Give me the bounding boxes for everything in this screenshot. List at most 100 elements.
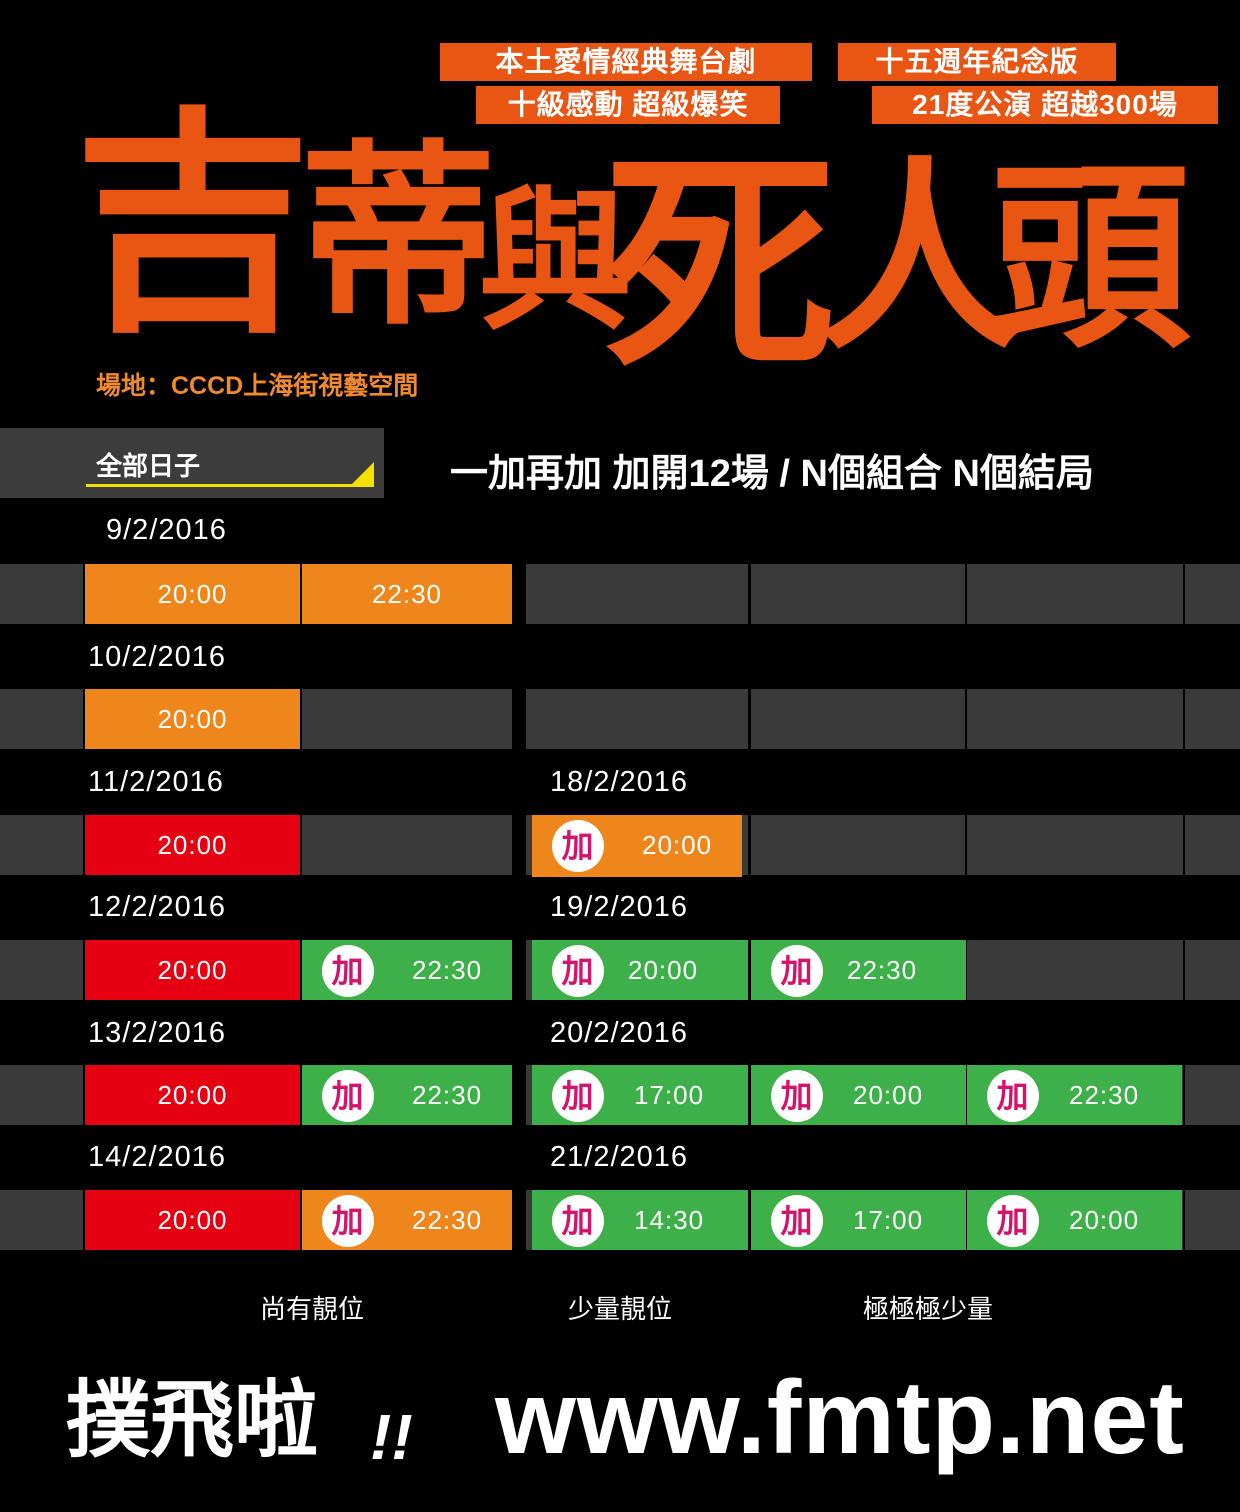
empty-cell <box>1185 564 1240 624</box>
empty-cell <box>1185 1065 1240 1125</box>
showtime-label: 20:00 <box>157 579 228 609</box>
added-show-badge: 加 <box>771 1195 823 1247</box>
showtime-slot[interactable]: 20:00 <box>85 1065 300 1125</box>
added-show-badge: 加 <box>552 945 604 997</box>
empty-cell <box>751 815 965 875</box>
showtime-slot[interactable]: 加 22:30 <box>302 940 512 1000</box>
showtime-slot[interactable]: 20:00 <box>85 689 300 749</box>
showtime-slot[interactable]: 加 22:30 <box>751 940 966 1000</box>
buy-tickets-cta: 撲飛啦 <box>66 1371 319 1469</box>
empty-cell <box>0 564 83 624</box>
showtime-label: 20:00 <box>1069 1205 1140 1235</box>
showtime-slot[interactable]: 加 22:30 <box>967 1065 1182 1125</box>
empty-cell <box>526 689 748 749</box>
showtime-slot[interactable]: 加 20:00 <box>532 940 748 1000</box>
date-label: 13/2/2016 <box>88 1017 227 1049</box>
added-show-badge: 加 <box>322 945 374 997</box>
ticket-website-link[interactable]: www.fmtp.net <box>495 1360 1185 1476</box>
showtime-slot[interactable]: 加 20:00 <box>967 1190 1182 1250</box>
empty-cell <box>967 564 1183 624</box>
showtime-label: 20:00 <box>157 830 228 860</box>
added-show-badge: 加 <box>987 1070 1039 1122</box>
showtime-slot[interactable]: 加 22:30 <box>302 1065 512 1125</box>
legend-available-label: 尚有靚位 <box>259 1294 364 1324</box>
showtime-label: 22:30 <box>847 955 918 985</box>
empty-cell <box>1185 815 1240 875</box>
date-filter-value: 全部日子 <box>96 451 201 481</box>
showtime-slot[interactable]: 20:00 <box>85 1190 300 1250</box>
showtime-label: 20:00 <box>157 955 228 985</box>
legend-very-few-label: 極極極少量 <box>862 1294 993 1324</box>
showtime-label: 20:00 <box>642 830 713 860</box>
date-label: 9/2/2016 <box>106 514 227 546</box>
added-show-badge: 加 <box>552 820 604 872</box>
showtime-slot[interactable]: 加 14:30 <box>532 1190 748 1250</box>
empty-cell <box>1185 940 1240 1000</box>
showtime-label: 22:30 <box>1069 1080 1140 1110</box>
title-char-3: 與 <box>478 173 633 352</box>
added-show-badge: 加 <box>771 1070 823 1122</box>
date-label: 14/2/2016 <box>88 1141 227 1173</box>
promo-tagline: 一加再加 加開12場 / N個組合 N個結局 <box>450 453 1094 495</box>
date-label-second: 18/2/2016 <box>550 766 689 798</box>
venue-text: 場地：CCCD上海街視藝空間 <box>96 372 419 400</box>
date-label: 11/2/2016 <box>88 766 224 798</box>
showtime-slot[interactable]: 加 20:00 <box>751 1065 966 1125</box>
date-label-second: 21/2/2016 <box>550 1141 689 1173</box>
empty-cell <box>1185 1190 1240 1250</box>
showtime-slot[interactable]: 22:30 <box>302 564 512 624</box>
showtime-label: 17:00 <box>634 1080 705 1110</box>
dropdown-underline <box>86 484 374 487</box>
legend-few-seats: 少量靚位 <box>470 1278 770 1340</box>
added-show-badge: 加 <box>552 1070 604 1122</box>
empty-cell <box>1185 689 1240 749</box>
showtime-slot[interactable]: 20:00 <box>85 815 300 875</box>
showtime-slot[interactable]: 加 17:00 <box>751 1190 966 1250</box>
cta-exclamation: !! <box>370 1401 413 1473</box>
showtime-slot[interactable]: 加 17:00 <box>532 1065 748 1125</box>
showtime-slot[interactable]: 加 20:00 <box>532 815 742 877</box>
empty-cell <box>967 815 1183 875</box>
title-char-1: 吉 <box>74 88 312 365</box>
empty-cell <box>0 1190 83 1250</box>
date-label-second: 20/2/2016 <box>550 1017 689 1049</box>
tag-anniversary: 十五週年紀念版 <box>838 43 1116 81</box>
showtime-slot[interactable]: 20:00 <box>85 564 300 624</box>
date-label: 10/2/2016 <box>88 641 227 673</box>
empty-cell <box>751 689 965 749</box>
empty-cell <box>0 1065 83 1125</box>
added-show-badge: 加 <box>552 1195 604 1247</box>
showtime-label: 20:00 <box>853 1080 924 1110</box>
tag-300-shows: 21度公演 超越300場 <box>872 86 1218 124</box>
title-char-6: 頭 <box>990 143 1191 376</box>
empty-cell <box>526 564 748 624</box>
legend-available: 尚有靚位 <box>162 1278 462 1340</box>
showtime-label: 20:00 <box>157 704 228 734</box>
added-show-badge: 加 <box>771 945 823 997</box>
showtime-label: 22:30 <box>412 1205 483 1235</box>
showtime-label: 20:00 <box>157 1205 228 1235</box>
showtime-label: 22:30 <box>371 579 443 609</box>
empty-cell <box>0 689 83 749</box>
title-char-2: 蒂 <box>300 124 497 352</box>
added-show-badge: 加 <box>322 1195 374 1247</box>
showtime-slot[interactable]: 20:00 <box>85 940 300 1000</box>
tag-touching-funny: 十級感動 超級爆笑 <box>476 86 780 124</box>
title-char-4: 死 <box>604 131 837 401</box>
empty-cell <box>302 689 512 749</box>
showtime-label: 20:00 <box>628 955 699 985</box>
date-label: 12/2/2016 <box>88 891 227 923</box>
showtime-slot[interactable]: 加 22:30 <box>302 1190 512 1250</box>
added-show-badge: 加 <box>987 1195 1039 1247</box>
added-show-badge: 加 <box>322 1070 374 1122</box>
empty-cell <box>967 689 1183 749</box>
legend-very-few: 極極極少量 <box>778 1278 1078 1340</box>
tag-classic-play: 本土愛情經典舞台劇 <box>440 43 812 81</box>
date-filter-dropdown[interactable]: 全部日子 <box>0 428 384 498</box>
empty-cell <box>967 940 1183 1000</box>
dropdown-arrow-icon <box>350 462 374 486</box>
title-char-5: 人 <box>818 141 1022 378</box>
showtime-label: 14:30 <box>634 1205 705 1235</box>
empty-cell <box>0 940 83 1000</box>
empty-cell <box>751 564 965 624</box>
